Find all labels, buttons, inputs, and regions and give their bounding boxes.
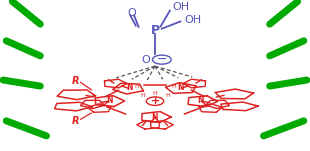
Text: O: O xyxy=(127,8,136,18)
Text: OH: OH xyxy=(184,15,202,25)
Text: N: N xyxy=(106,96,112,105)
Text: H: H xyxy=(140,93,145,98)
Text: P: P xyxy=(150,24,160,37)
Text: N: N xyxy=(126,83,133,92)
Text: H: H xyxy=(171,84,176,90)
Text: N: N xyxy=(198,96,204,105)
Text: O: O xyxy=(141,55,150,65)
Text: R: R xyxy=(72,116,80,126)
Text: H: H xyxy=(165,93,170,98)
Text: R: R xyxy=(72,76,80,86)
Text: H: H xyxy=(153,91,157,96)
Text: +: + xyxy=(150,96,160,106)
Text: H: H xyxy=(134,84,139,90)
Text: N: N xyxy=(152,112,158,122)
Text: N: N xyxy=(177,83,184,92)
Text: −: − xyxy=(157,53,167,66)
Text: OH: OH xyxy=(172,2,189,12)
